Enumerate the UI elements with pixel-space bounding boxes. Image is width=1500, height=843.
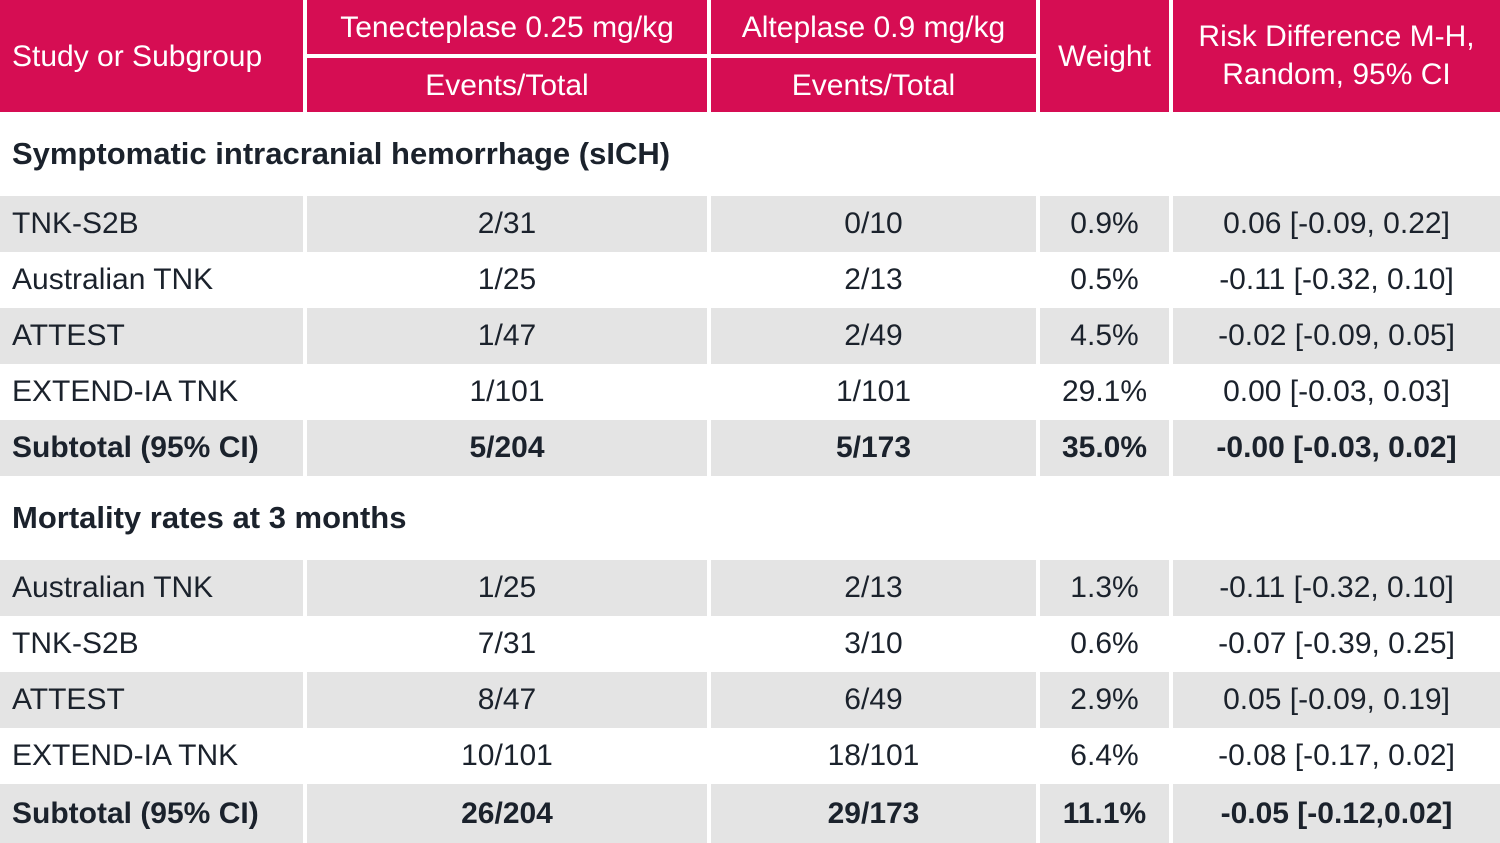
- cell-study: Subtotal (95% CI): [0, 420, 303, 476]
- cell-tenecteplase-events: 1/25: [307, 560, 707, 616]
- table-row: ATTEST 8/47 6/49 2.9% 0.05 [-0.09, 0.19]: [0, 672, 1500, 728]
- risk-difference-line2: Random, 95% CI: [1222, 58, 1451, 91]
- cell-study: TNK-S2B: [0, 196, 303, 252]
- cell-weight: 6.4%: [1040, 728, 1169, 784]
- cell-tenecteplase-events: 2/31: [307, 196, 707, 252]
- cell-risk-difference: 0.05 [-0.09, 0.19]: [1173, 672, 1500, 728]
- table-header: Study or Subgroup Tenecteplase 0.25 mg/k…: [0, 0, 1500, 112]
- cell-alteplase-events: 29/173: [711, 784, 1036, 843]
- column-header-study: Study or Subgroup: [0, 0, 303, 112]
- cell-tenecteplase-events: 1/25: [307, 252, 707, 308]
- risk-difference-line1: Risk Difference M-H,: [1198, 20, 1475, 53]
- table-row: Australian TNK 1/25 2/13 1.3% -0.11 [-0.32, …: [0, 560, 1500, 616]
- cell-study: EXTEND-IA TNK: [0, 364, 303, 420]
- cell-weight: 2.9%: [1040, 672, 1169, 728]
- column-header-alteplase-events-total: Events/Total: [711, 58, 1036, 112]
- cell-risk-difference: -0.07 [-0.39, 0.25]: [1173, 616, 1500, 672]
- cell-risk-difference: 0.06 [-0.09, 0.22]: [1173, 196, 1500, 252]
- table-row: TNK-S2B 7/31 3/10 0.6% -0.07 [-0.39, 0.25]: [0, 616, 1500, 672]
- cell-study: Subtotal (95% CI): [0, 784, 303, 843]
- cell-risk-difference: -0.11 [-0.32, 0.10]: [1173, 252, 1500, 308]
- cell-weight: 0.5%: [1040, 252, 1169, 308]
- cell-weight: 4.5%: [1040, 308, 1169, 364]
- cell-tenecteplase-events: 8/47: [307, 672, 707, 728]
- cell-risk-difference: -0.05 [-0.12,0.02]: [1173, 784, 1500, 843]
- cell-weight: 29.1%: [1040, 364, 1169, 420]
- column-header-tenecteplase: Tenecteplase 0.25 mg/kg: [307, 0, 707, 54]
- table-row: TNK-S2B 2/31 0/10 0.9% 0.06 [-0.09, 0.22]: [0, 196, 1500, 252]
- cell-risk-difference: -0.00 [-0.03, 0.02]: [1173, 420, 1500, 476]
- column-header-alteplase: Alteplase 0.9 mg/kg: [711, 0, 1036, 54]
- cell-weight: 11.1%: [1040, 784, 1169, 843]
- table-row: ATTEST 1/47 2/49 4.5% -0.02 [-0.09, 0.05]: [0, 308, 1500, 364]
- subtotal-row: Subtotal (95% CI) 5/204 5/173 35.0% -0.00 [-…: [0, 420, 1500, 476]
- cell-study: Australian TNK: [0, 252, 303, 308]
- table-row: EXTEND-IA TNK 1/101 1/101 29.1% 0.00 [-0.03,…: [0, 364, 1500, 420]
- cell-tenecteplase-events: 1/47: [307, 308, 707, 364]
- column-header-weight: Weight: [1040, 0, 1169, 112]
- cell-alteplase-events: 18/101: [711, 728, 1036, 784]
- column-header-tenecteplase-events-total: Events/Total: [307, 58, 707, 112]
- cell-risk-difference: 0.00 [-0.03, 0.03]: [1173, 364, 1500, 420]
- column-header-risk-difference: Risk Difference M-H, Random, 95% CI: [1173, 0, 1500, 112]
- cell-alteplase-events: 2/49: [711, 308, 1036, 364]
- cell-weight: 1.3%: [1040, 560, 1169, 616]
- cell-study: ATTEST: [0, 308, 303, 364]
- cell-tenecteplase-events: 5/204: [307, 420, 707, 476]
- cell-risk-difference: -0.11 [-0.32, 0.10]: [1173, 560, 1500, 616]
- cell-weight: 0.9%: [1040, 196, 1169, 252]
- cell-tenecteplase-events: 26/204: [307, 784, 707, 843]
- cell-risk-difference: -0.08 [-0.17, 0.02]: [1173, 728, 1500, 784]
- cell-alteplase-events: 0/10: [711, 196, 1036, 252]
- section-title: Mortality rates at 3 months: [0, 476, 1500, 560]
- cell-study: ATTEST: [0, 672, 303, 728]
- table-body: Symptomatic intracranial hemorrhage (sIC…: [0, 112, 1500, 843]
- cell-alteplase-events: 3/10: [711, 616, 1036, 672]
- cell-study: Australian TNK: [0, 560, 303, 616]
- cell-study: EXTEND-IA TNK: [0, 728, 303, 784]
- cell-tenecteplase-events: 1/101: [307, 364, 707, 420]
- cell-alteplase-events: 2/13: [711, 252, 1036, 308]
- cell-study: TNK-S2B: [0, 616, 303, 672]
- cell-alteplase-events: 2/13: [711, 560, 1036, 616]
- cell-tenecteplase-events: 7/31: [307, 616, 707, 672]
- subtotal-row: Subtotal (95% CI) 26/204 29/173 11.1% -0.05 …: [0, 784, 1500, 843]
- cell-alteplase-events: 6/49: [711, 672, 1036, 728]
- cell-tenecteplase-events: 10/101: [307, 728, 707, 784]
- cell-alteplase-events: 1/101: [711, 364, 1036, 420]
- cell-risk-difference: -0.02 [-0.09, 0.05]: [1173, 308, 1500, 364]
- section-title: Symptomatic intracranial hemorrhage (sIC…: [0, 112, 1500, 196]
- cell-alteplase-events: 5/173: [711, 420, 1036, 476]
- cell-weight: 0.6%: [1040, 616, 1169, 672]
- cell-weight: 35.0%: [1040, 420, 1169, 476]
- table-row: EXTEND-IA TNK 10/101 18/101 6.4% -0.08 [-0.1…: [0, 728, 1500, 784]
- table-row: Australian TNK 1/25 2/13 0.5% -0.11 [-0.32, …: [0, 252, 1500, 308]
